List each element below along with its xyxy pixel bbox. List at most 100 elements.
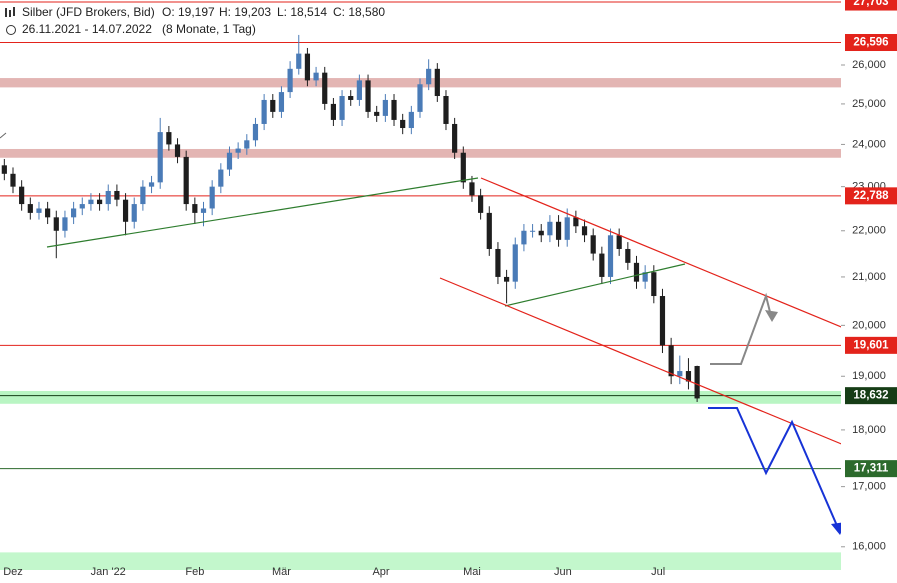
level-label: 17,311 (854, 463, 889, 475)
candle-body (140, 186, 146, 205)
level-tag (845, 0, 897, 11)
candle-body (79, 204, 85, 209)
x-tick-label: Dez (3, 566, 23, 578)
candle-body (633, 262, 640, 282)
candle-body (495, 248, 501, 277)
x-tick-label: Mär (272, 566, 291, 578)
candle-body (10, 173, 16, 187)
candle-body (374, 111, 380, 116)
candle-body (400, 119, 406, 129)
candle-body (668, 345, 674, 377)
candle-body (252, 123, 259, 141)
candle-body (235, 148, 241, 153)
period: (8 Monate, 1 Tag) (162, 22, 256, 36)
ohlc-open: O: 19,197 (162, 5, 215, 19)
candle-body (486, 212, 492, 249)
candle-body (287, 68, 293, 93)
candle-body (304, 53, 311, 81)
ohlc-low: L: 18,514 (277, 5, 327, 19)
background-layer (0, 1, 897, 570)
chart-title: Silber (JFD Brokers, Bid) (22, 5, 155, 19)
candle-body (651, 272, 657, 297)
y-tick-label: 25,000 (852, 98, 886, 110)
candle-body (521, 230, 527, 245)
candle-body (71, 208, 77, 218)
ohlc-close: C: 18,580 (333, 5, 385, 19)
candle-body (1, 165, 7, 174)
y-tick-label: 18,000 (852, 424, 886, 436)
candle-body (36, 208, 42, 213)
y-tick-label: 17,000 (852, 481, 886, 493)
x-tick-label: Feb (185, 566, 204, 578)
x-tick-label: Jun (554, 566, 572, 578)
candle-body (391, 99, 397, 120)
candle-body (685, 371, 692, 382)
candle-body (218, 169, 224, 187)
candle-body (616, 235, 622, 249)
y-tick-label: 24,000 (852, 138, 886, 150)
support-trendline (46, 177, 479, 248)
candle-body (564, 217, 570, 240)
candle-body (322, 72, 328, 104)
candle-body (226, 152, 233, 170)
level-tag (845, 34, 897, 52)
candle-body (642, 272, 648, 282)
candle-body (270, 99, 276, 112)
candle-body (443, 96, 449, 124)
candle-body (148, 182, 155, 187)
support-trendline (504, 263, 686, 307)
candle-body (694, 366, 700, 399)
candle-body (45, 208, 51, 218)
candle-body (96, 199, 103, 205)
icon (5, 8, 7, 17)
candle-body (659, 296, 666, 346)
candle-body (547, 221, 553, 236)
candle-body (192, 204, 198, 213)
y-tick-label: 16,000 (852, 541, 886, 553)
y-tick-label: 26,000 (852, 59, 886, 71)
ohlc-high: H: 19,203 (219, 5, 271, 19)
zone (0, 148, 897, 158)
candle-body (339, 96, 345, 120)
candle-body (114, 190, 120, 200)
candle-body (504, 276, 510, 282)
level-label: 18,632 (853, 390, 888, 402)
x-tick-label: Apr (372, 566, 389, 578)
candle-body (460, 152, 466, 183)
candle-body (607, 235, 614, 277)
scenario-arrow-gray (710, 292, 773, 365)
date-range: 26.11.2021 - 14.07.2022 (22, 22, 152, 36)
annotations (0, 132, 897, 535)
candle-body (27, 204, 33, 213)
candle-body (330, 103, 336, 120)
level-label: 27,703 (853, 0, 888, 8)
zone (0, 390, 897, 404)
candle-body (426, 68, 432, 85)
candle-body (296, 53, 302, 69)
zone (0, 78, 897, 88)
candle-body (166, 132, 172, 145)
candle-body (590, 235, 596, 254)
candles-layer (1, 34, 700, 402)
candle-body (538, 230, 544, 236)
candle-body (478, 195, 484, 213)
channel-upper (480, 177, 897, 351)
annotation-line (0, 132, 7, 139)
icon (13, 7, 15, 16)
candle-body (174, 144, 181, 157)
icon (9, 10, 11, 17)
candle-body (417, 84, 423, 112)
candle-body (313, 72, 319, 81)
axis-background (841, 0, 897, 583)
level-label: 22,788 (853, 190, 889, 202)
candle-body (278, 92, 285, 112)
candle-body (209, 186, 215, 209)
candle-body (573, 217, 579, 227)
candle-body (581, 226, 588, 236)
clock-icon (6, 25, 16, 35)
candle-body (356, 80, 362, 100)
level-label: 26,596 (853, 37, 888, 49)
candle-body (261, 99, 267, 124)
channel-lower (439, 277, 886, 463)
